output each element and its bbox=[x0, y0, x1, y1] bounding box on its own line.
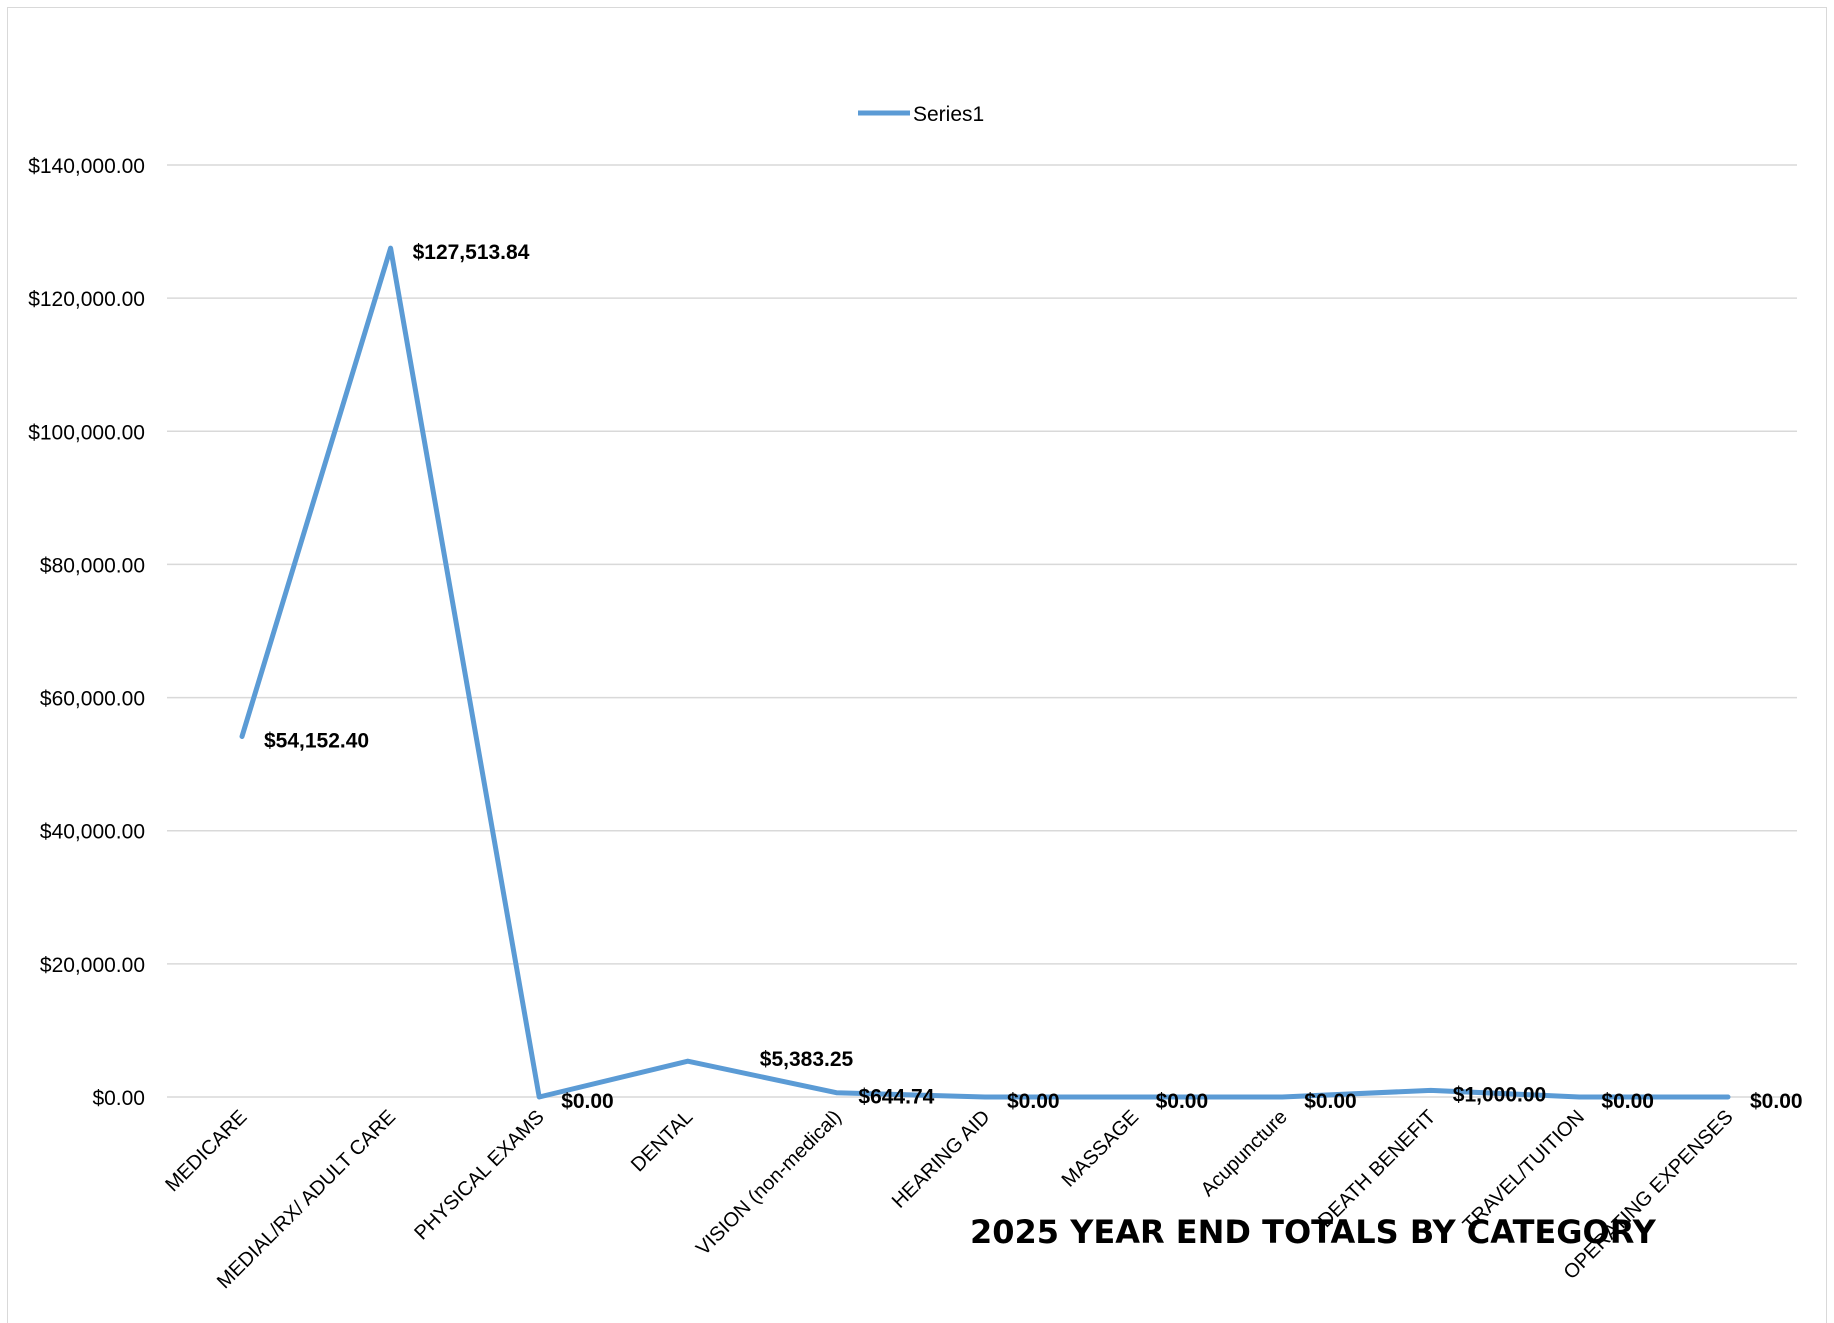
x-category-label: OPERATING EXPENSES bbox=[1560, 1106, 1738, 1284]
data-label: $0.00 bbox=[1007, 1090, 1060, 1113]
series-lines bbox=[239, 245, 1731, 1100]
y-tick-label: $0.00 bbox=[92, 1087, 145, 1110]
x-category-label: MASSAGE bbox=[1058, 1106, 1144, 1192]
y-tick-label: $80,000.00 bbox=[40, 554, 145, 577]
x-category-label: HEARING AID bbox=[888, 1106, 995, 1213]
chart-area bbox=[7, 7, 1827, 1323]
x-category-label: VISION (non-medical) bbox=[692, 1106, 846, 1260]
x-category-label: MEDIAL/RX/ ADULT CARE bbox=[213, 1106, 400, 1293]
gridlines bbox=[167, 164, 1797, 1098]
y-axis-tick-labels: $0.00 $20,000.00 $40,000.00 $60,000.00 $80,0… bbox=[28, 155, 145, 1110]
chart-title: 2025 YEAR END TOTALS BY CATEGORY bbox=[970, 1213, 1657, 1251]
y-tick-label: $40,000.00 bbox=[40, 821, 145, 844]
y-tick-label: $120,000.00 bbox=[28, 288, 145, 311]
x-category-label: Acupuncture bbox=[1197, 1106, 1292, 1201]
data-label: $1,000.00 bbox=[1453, 1083, 1546, 1106]
y-tick-label: $20,000.00 bbox=[40, 954, 145, 977]
data-label: $54,152.40 bbox=[264, 729, 369, 752]
x-category-label: DENTAL bbox=[627, 1106, 697, 1176]
data-label: $5,383.25 bbox=[760, 1048, 854, 1071]
data-label: $0.00 bbox=[561, 1090, 614, 1113]
y-tick-label: $140,000.00 bbox=[28, 155, 145, 178]
data-label: $127,513.84 bbox=[413, 241, 530, 264]
series-line bbox=[239, 245, 1731, 1100]
legend-label: Series1 bbox=[913, 103, 984, 126]
y-tick-label: $60,000.00 bbox=[40, 688, 145, 711]
data-label: $0.00 bbox=[1601, 1090, 1654, 1113]
data-label: $0.00 bbox=[1750, 1090, 1803, 1113]
x-category-label: MEDICARE bbox=[161, 1106, 251, 1196]
y-tick-label: $100,000.00 bbox=[28, 421, 145, 444]
data-label: $0.00 bbox=[1304, 1090, 1357, 1113]
x-category-label: PHYSICAL EXAMS bbox=[410, 1106, 548, 1244]
data-labels: $54,152.40 $127,513.84 $0.00 $5,383.25$644.… bbox=[264, 241, 1803, 1113]
data-label: $644.74 bbox=[858, 1086, 934, 1109]
data-label: $0.00 bbox=[1156, 1090, 1209, 1113]
legend: Series1 bbox=[858, 103, 984, 126]
